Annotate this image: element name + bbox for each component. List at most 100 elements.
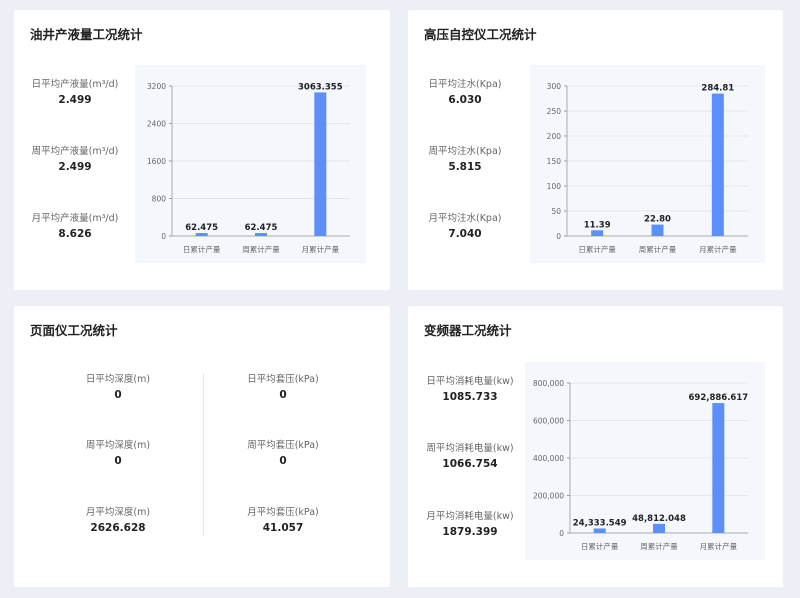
chart-svg: 0 800 1600 2400 3200 62.475 日累计产量 62.475 周累计产量 30… — [147, 82, 350, 254]
card-oil-well: 油井产液量工况统计 日平均产液量(m³/d) 2.499 周平均产液量(m³/d)… — [14, 10, 390, 290]
stat-label: 月平均注水(Kpa) — [428, 213, 502, 224]
stat-weekly-pressure: 周平均套压(kPa) 0 — [218, 439, 348, 469]
card-title: 变频器工况统计 — [424, 323, 512, 338]
bar — [712, 403, 725, 533]
stat-value: 2626.628 — [90, 522, 146, 534]
card-high-pressure: 高压自控仪工况统计 日平均注水(Kpa) 6.030 周平均注水(Kpa) 5.81… — [408, 10, 783, 290]
stat-label: 周平均注水(Kpa) — [428, 146, 502, 157]
y-tick-label: 1600 — [147, 157, 166, 166]
bar-value-label: 3063.355 — [298, 82, 343, 92]
bar — [195, 233, 208, 236]
stat-value: 1066.754 — [442, 458, 498, 470]
bar-chart: 0 200,000 400,000 600,000 800,000 24,333.549 日… — [525, 362, 765, 560]
bar — [711, 93, 724, 236]
bar — [653, 523, 665, 533]
stat-value: 6.030 — [448, 94, 482, 106]
stat-value: 2.499 — [58, 94, 92, 106]
stat-label: 周平均深度(m) — [85, 440, 151, 451]
stat-daily-pressure: 日平均套压(kPa) 0 — [218, 373, 348, 403]
card-inverter: 变频器工况统计 日平均消耗电量(kw) 1085.733 周平均消耗电量(kw) 1… — [408, 306, 783, 587]
stat-value: 5.815 — [448, 161, 482, 173]
card-title: 页面仪工况统计 — [30, 323, 118, 338]
bar-value-label: 22.80 — [644, 215, 671, 225]
stat-monthly-depth: 月平均深度(m) 2626.628 — [53, 506, 183, 536]
stat-value: 2.499 — [58, 161, 92, 173]
stat-value: 0 — [279, 389, 287, 401]
stat-label: 日平均深度(m) — [85, 374, 151, 385]
stat-weekly: 周平均消耗电量(kw) 1066.754 — [405, 442, 535, 472]
x-tick-label: 日累计产量 — [581, 541, 619, 551]
bar-chart: 0 50 100 150 200 250 300 11.39 日累计产量 22.80 周累计产量 28… — [530, 65, 765, 263]
stat-label: 日平均注水(Kpa) — [428, 79, 502, 90]
y-tick-label: 200 — [547, 132, 562, 141]
stat-value: 1085.733 — [442, 391, 498, 403]
stat-monthly: 月平均注水(Kpa) 7.040 — [400, 212, 530, 242]
y-tick-label: 50 — [551, 207, 561, 216]
card-title: 高压自控仪工况统计 — [424, 27, 537, 42]
stat-value: 8.626 — [58, 228, 92, 240]
y-tick-label: 3200 — [147, 82, 166, 91]
bar — [591, 230, 604, 236]
stat-weekly: 周平均注水(Kpa) 5.815 — [400, 145, 530, 175]
stat-weekly-depth: 周平均深度(m) 0 — [53, 439, 183, 469]
stat-value: 0 — [114, 389, 122, 401]
stat-label: 周平均产液量(m³/d) — [31, 146, 119, 157]
stat-label: 周平均套压(kPa) — [247, 440, 319, 451]
y-tick-label: 0 — [556, 232, 561, 241]
stat-label: 月平均套压(kPa) — [247, 507, 319, 518]
card-title: 油井产液量工况统计 — [30, 27, 143, 42]
y-tick-label: 150 — [547, 157, 562, 166]
bar — [651, 224, 664, 236]
stat-daily-depth: 日平均深度(m) 0 — [53, 373, 183, 403]
y-tick-label: 250 — [547, 107, 562, 116]
stat-value: 41.057 — [262, 522, 304, 534]
bar-value-label: 692,886.617 — [688, 393, 748, 403]
stat-daily: 日平均注水(Kpa) 6.030 — [400, 78, 530, 108]
stat-monthly-pressure: 月平均套压(kPa) 41.057 — [218, 506, 348, 536]
x-tick-label: 月累计产量 — [699, 244, 737, 254]
x-tick-label: 日累计产量 — [183, 244, 221, 254]
bar — [255, 233, 267, 236]
y-tick-label: 0 — [559, 529, 564, 538]
x-tick-label: 周累计产量 — [242, 244, 280, 254]
bar-value-label: 62.475 — [245, 223, 278, 233]
stat-weekly: 周平均产液量(m³/d) 2.499 — [10, 145, 140, 175]
stat-value: 1879.399 — [442, 526, 498, 538]
y-tick-label: 800 — [152, 195, 167, 204]
stat-label: 日平均产液量(m³/d) — [31, 79, 119, 90]
bar — [314, 92, 327, 236]
stat-label: 月平均消耗电量(kw) — [426, 511, 514, 522]
y-tick-label: 2400 — [147, 120, 166, 129]
divider — [203, 374, 204, 536]
stat-value: 0 — [114, 455, 122, 467]
y-tick-label: 100 — [547, 182, 562, 191]
x-tick-label: 周累计产量 — [639, 244, 677, 254]
bar — [593, 528, 606, 533]
y-tick-label: 400,000 — [533, 454, 564, 463]
stat-daily: 日平均消耗电量(kw) 1085.733 — [405, 375, 535, 405]
chart-svg: 0 50 100 150 200 250 300 11.39 日累计产量 22.80 周累计产量 28… — [547, 82, 748, 254]
y-tick-label: 800,000 — [533, 379, 564, 388]
bar-value-label: 284.81 — [701, 84, 734, 94]
stat-value: 7.040 — [448, 228, 482, 240]
bar-chart: 0 800 1600 2400 3200 62.475 日累计产量 62.475 周累计产量 30… — [135, 65, 366, 263]
stat-label: 周平均消耗电量(kw) — [426, 443, 514, 454]
bar-value-label: 48,812.048 — [632, 514, 686, 524]
stat-label: 日平均套压(kPa) — [247, 374, 319, 385]
stat-daily: 日平均产液量(m³/d) 2.499 — [10, 78, 140, 108]
stat-value: 0 — [279, 455, 287, 467]
stat-monthly: 月平均消耗电量(kw) 1879.399 — [405, 510, 535, 540]
x-tick-label: 日累计产量 — [578, 244, 616, 254]
y-tick-label: 0 — [161, 232, 166, 241]
bar-value-label: 62.475 — [185, 223, 218, 233]
y-tick-label: 200,000 — [533, 492, 564, 501]
stat-label: 月平均产液量(m³/d) — [31, 213, 119, 224]
chart-svg: 0 200,000 400,000 600,000 800,000 24,333.549 日… — [533, 379, 748, 551]
card-level-meter: 页面仪工况统计 日平均深度(m) 0 周平均深度(m) 0 月平均深度(m) 2626… — [14, 306, 390, 587]
stat-monthly: 月平均产液量(m³/d) 8.626 — [10, 212, 140, 242]
x-tick-label: 周累计产量 — [640, 541, 678, 551]
stat-label: 月平均深度(m) — [85, 507, 151, 518]
x-tick-label: 月累计产量 — [302, 244, 340, 254]
bar-value-label: 24,333.549 — [573, 518, 627, 528]
stat-label: 日平均消耗电量(kw) — [426, 376, 514, 387]
